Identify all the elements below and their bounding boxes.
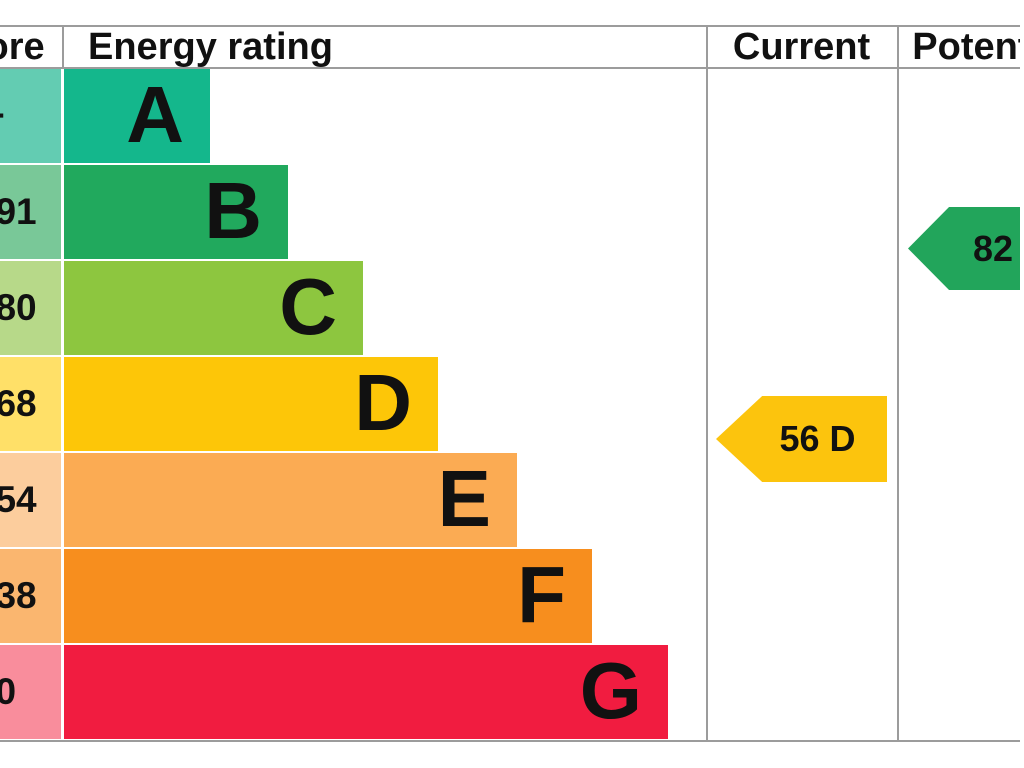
band-row-f: 21-38 F	[0, 549, 1020, 643]
score-cell-c: 69-80	[0, 261, 61, 355]
current-rating-label: 56 D	[779, 418, 856, 459]
band-row-a: 92+ A	[0, 69, 1020, 163]
current-column-divider	[706, 27, 708, 740]
potential-header: Potential	[912, 26, 1024, 68]
score-range-label-a: 92+	[0, 69, 5, 163]
band-letter-a: A	[126, 70, 184, 159]
band-bar-b: B	[64, 165, 288, 259]
band-row-d: 55-68 D	[0, 357, 1020, 451]
score-cell-g: 1-20	[0, 645, 61, 739]
band-bar-f: F	[64, 549, 592, 643]
score-cell-f: 21-38	[0, 549, 61, 643]
band-bar-d: D	[64, 357, 438, 451]
score-cell-e: 39-54	[0, 453, 61, 547]
score-column-divider	[62, 27, 64, 67]
band-bar-a: A	[64, 69, 210, 163]
energy-rating-header: Energy rating	[88, 26, 333, 68]
band-row-e: 39-54 E	[0, 453, 1020, 547]
score-range-label-c: 69-80	[0, 287, 37, 328]
band-row-b: 81-91 B	[0, 165, 1020, 259]
band-bar-g: G	[64, 645, 668, 739]
score-range-label-e: 39-54	[0, 479, 37, 520]
score-range-label-d: 55-68	[0, 383, 37, 424]
band-bar-e: E	[64, 453, 517, 547]
band-letter-c: C	[279, 262, 337, 351]
band-bar-c: C	[64, 261, 363, 355]
right-margin-strip	[1020, 0, 1024, 768]
band-letter-b: B	[204, 166, 262, 255]
potential-column-divider	[897, 27, 899, 740]
score-cell-b: 81-91	[0, 165, 61, 259]
score-range-label-g: 1-20	[0, 671, 17, 712]
table-bottom-border	[0, 740, 1020, 742]
header-bottom-border	[0, 67, 1020, 69]
score-cell-a: 92+	[0, 69, 61, 163]
band-letter-g: G	[579, 646, 642, 735]
score-header: Score	[0, 26, 45, 68]
current-header: Current	[732, 26, 871, 68]
band-letter-f: F	[517, 550, 566, 639]
potential-rating-label: 82 B	[972, 228, 1024, 269]
table-top-border	[0, 25, 1020, 27]
band-letter-d: D	[354, 358, 412, 447]
band-letter-e: E	[437, 454, 491, 543]
band-row-g: 1-20 G	[0, 645, 1020, 739]
score-range-label-b: 81-91	[0, 191, 37, 232]
score-range-label-f: 21-38	[0, 575, 37, 616]
band-row-c: 69-80 C	[0, 261, 1020, 355]
score-cell-d: 55-68	[0, 357, 61, 451]
